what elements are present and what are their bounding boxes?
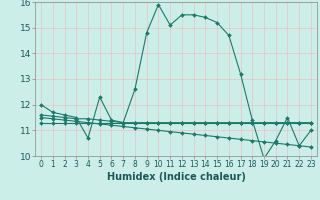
- X-axis label: Humidex (Indice chaleur): Humidex (Indice chaleur): [107, 172, 245, 182]
